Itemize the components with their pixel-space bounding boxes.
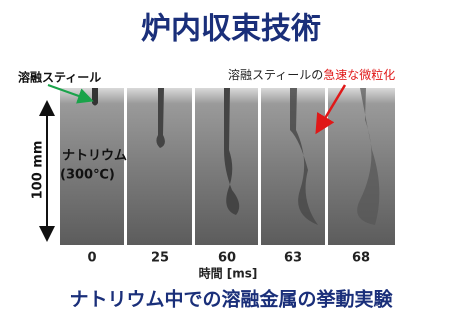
time-label: 68 (352, 251, 370, 266)
photo-frame (328, 88, 395, 245)
time-label: 0 (87, 251, 96, 266)
caption: ナトリウム中での溶融金属の挙動実験 (69, 288, 393, 311)
steel-jet (92, 88, 98, 106)
label: ナトリウム (62, 149, 127, 164)
label-text: 溶融スティールの (228, 67, 323, 82)
time-label: 63 (284, 251, 302, 266)
label-emphasis: 急速な微粒化 (323, 67, 395, 82)
time-label: 60 (218, 251, 236, 266)
photo-strip (60, 88, 395, 245)
title: 炉内収束技術 (141, 12, 321, 47)
figure: 炉内収束技術 溶融スティール 溶融スティールの急速な微粒化 100 mm ナトリ… (0, 0, 462, 315)
scale-label: 100 mm (31, 141, 46, 200)
label: 溶融スティールの急速な微粒化 (228, 67, 395, 82)
photo-frame (60, 88, 124, 245)
axis-label: 時間 [ms] (199, 266, 258, 281)
time-label: 25 (151, 251, 169, 266)
label: 溶融スティール (18, 70, 101, 85)
label: (300℃) (60, 168, 115, 183)
